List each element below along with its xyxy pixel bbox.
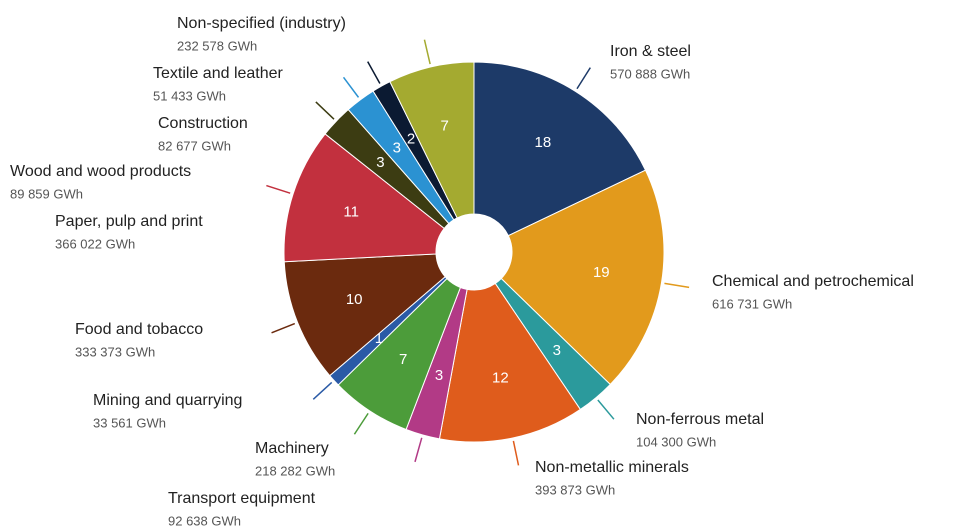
connector — [414, 437, 423, 463]
slice — [438, 282, 582, 443]
value-label: 82 677 GWh — [158, 138, 231, 153]
value-label: 92 638 GWh — [168, 513, 241, 528]
slice-label: 11 — [343, 204, 359, 221]
connector — [271, 322, 296, 334]
connector — [576, 67, 591, 90]
category-label: Mining and quarrying — [93, 392, 242, 409]
value-label: 393 873 GWh — [535, 482, 615, 497]
category-label: Construction — [158, 115, 248, 132]
slice — [389, 61, 475, 219]
value-label: 570 888 GWh — [610, 66, 690, 81]
connector — [266, 184, 291, 194]
category-label: Transport equipment — [168, 490, 316, 507]
value-label: 33 561 GWh — [93, 415, 166, 430]
slice — [283, 133, 445, 263]
connector — [342, 76, 360, 98]
category-label: Non-specified (industry) — [177, 15, 346, 32]
value-label: 616 731 GWh — [712, 296, 792, 311]
slice-label: 7 — [441, 117, 449, 134]
connector — [367, 61, 381, 84]
slice — [283, 253, 446, 377]
connector — [353, 412, 369, 435]
category-label: Food and tobacco — [75, 321, 203, 338]
category-label: Chemical and petrochemical — [712, 273, 914, 290]
category-label: Wood and wood products — [10, 163, 191, 180]
connector — [597, 399, 615, 420]
category-label: Machinery — [255, 440, 329, 457]
value-label: 89 859 GWh — [10, 186, 83, 201]
slice-label: 3 — [435, 367, 443, 384]
category-label: Iron & steel — [610, 43, 691, 60]
connector — [512, 440, 520, 466]
category-label: Non-metallic minerals — [535, 459, 689, 476]
slice — [473, 61, 647, 237]
slice-label: 10 — [346, 291, 363, 308]
value-label: 232 578 GWh — [177, 38, 257, 53]
category-label: Non-ferrous metal — [636, 411, 764, 428]
slice-label: 3 — [393, 140, 401, 157]
slice — [500, 169, 665, 386]
connector — [312, 381, 333, 400]
slice-label: 3 — [376, 154, 384, 171]
slice-label: 1 — [375, 330, 383, 347]
slice-label: 19 — [593, 264, 610, 281]
slice-label: 3 — [553, 342, 561, 359]
connector — [315, 101, 335, 120]
slice-label: 2 — [407, 130, 415, 147]
value-label: 366 022 GWh — [55, 236, 135, 251]
slice-label: 7 — [399, 351, 407, 368]
category-label: Paper, pulp and print — [55, 213, 203, 230]
slice-label: 18 — [534, 134, 551, 151]
value-label: 51 433 GWh — [153, 88, 226, 103]
connector — [423, 39, 431, 65]
value-label: 104 300 GWh — [636, 434, 716, 449]
value-label: 218 282 GWh — [255, 463, 335, 478]
value-label: 333 373 GWh — [75, 344, 155, 359]
connector — [664, 282, 690, 289]
category-label: Textile and leather — [153, 65, 284, 82]
slice-label: 12 — [492, 369, 509, 386]
